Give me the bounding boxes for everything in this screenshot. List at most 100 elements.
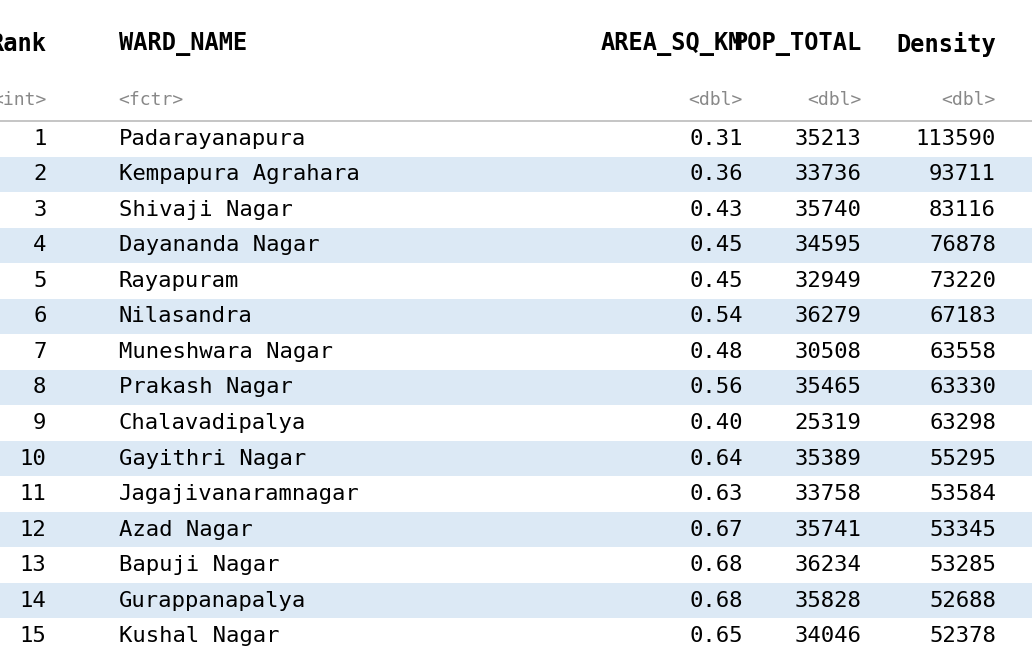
- Bar: [0, 192, 1032, 228]
- Bar: [0, 512, 1032, 547]
- Text: 35213: 35213: [795, 129, 862, 148]
- Bar: [0, 619, 1032, 654]
- Bar: [0, 263, 1032, 299]
- Text: <dbl>: <dbl>: [941, 91, 996, 109]
- Bar: [0, 156, 1032, 192]
- Text: 76878: 76878: [929, 235, 996, 255]
- Text: 53584: 53584: [929, 484, 996, 504]
- Text: 10: 10: [20, 449, 46, 468]
- Text: 2: 2: [33, 164, 46, 184]
- Text: 73220: 73220: [929, 271, 996, 291]
- Text: Azad Nagar: Azad Nagar: [119, 520, 253, 540]
- Text: 36234: 36234: [795, 555, 862, 575]
- Text: 34046: 34046: [795, 627, 862, 646]
- Text: 0.65: 0.65: [689, 627, 743, 646]
- Text: 55295: 55295: [929, 449, 996, 468]
- Text: Density: Density: [896, 32, 996, 57]
- Text: 14: 14: [20, 591, 46, 611]
- Bar: [0, 476, 1032, 512]
- Text: Rank: Rank: [0, 33, 46, 56]
- Text: Kushal Nagar: Kushal Nagar: [119, 627, 280, 646]
- Text: POP_TOTAL: POP_TOTAL: [734, 33, 862, 56]
- Text: Gayithri Nagar: Gayithri Nagar: [119, 449, 305, 468]
- Text: 36279: 36279: [795, 307, 862, 326]
- Text: 8: 8: [33, 377, 46, 398]
- Text: Bapuji Nagar: Bapuji Nagar: [119, 555, 280, 575]
- Text: 0.68: 0.68: [689, 591, 743, 611]
- Bar: [0, 299, 1032, 334]
- Text: 35741: 35741: [795, 520, 862, 540]
- Text: 9: 9: [33, 413, 46, 433]
- Text: 15: 15: [20, 627, 46, 646]
- Text: 1: 1: [33, 129, 46, 148]
- Text: Gurappanapalya: Gurappanapalya: [119, 591, 305, 611]
- Text: 32949: 32949: [795, 271, 862, 291]
- Text: 0.63: 0.63: [689, 484, 743, 504]
- Bar: [0, 441, 1032, 476]
- Bar: [0, 405, 1032, 441]
- Text: <dbl>: <dbl>: [688, 91, 743, 109]
- Text: Jagajivanaramnagar: Jagajivanaramnagar: [119, 484, 359, 504]
- Text: Padarayanapura: Padarayanapura: [119, 129, 305, 148]
- Text: 63298: 63298: [929, 413, 996, 433]
- Text: 0.43: 0.43: [689, 200, 743, 220]
- Text: 3: 3: [33, 200, 46, 220]
- Text: 0.45: 0.45: [689, 271, 743, 291]
- Text: 53285: 53285: [929, 555, 996, 575]
- Text: 7: 7: [33, 342, 46, 362]
- Text: 53345: 53345: [929, 520, 996, 540]
- Text: 35828: 35828: [795, 591, 862, 611]
- Text: Muneshwara Nagar: Muneshwara Nagar: [119, 342, 332, 362]
- Text: 4: 4: [33, 235, 46, 255]
- Text: 35465: 35465: [795, 377, 862, 398]
- Text: 33736: 33736: [795, 164, 862, 184]
- Bar: [0, 121, 1032, 156]
- Text: 83116: 83116: [929, 200, 996, 220]
- Text: WARD_NAME: WARD_NAME: [119, 33, 247, 56]
- Text: Chalavadipalya: Chalavadipalya: [119, 413, 305, 433]
- Text: 12: 12: [20, 520, 46, 540]
- Text: 0.40: 0.40: [689, 413, 743, 433]
- Text: 0.56: 0.56: [689, 377, 743, 398]
- Text: 35740: 35740: [795, 200, 862, 220]
- Text: 0.54: 0.54: [689, 307, 743, 326]
- Bar: [0, 228, 1032, 263]
- Text: 6: 6: [33, 307, 46, 326]
- Text: Rayapuram: Rayapuram: [119, 271, 239, 291]
- Text: Nilasandra: Nilasandra: [119, 307, 253, 326]
- Bar: [0, 583, 1032, 619]
- Text: <dbl>: <dbl>: [807, 91, 862, 109]
- Text: 0.45: 0.45: [689, 235, 743, 255]
- Text: 25319: 25319: [795, 413, 862, 433]
- Text: 93711: 93711: [929, 164, 996, 184]
- Text: 63330: 63330: [929, 377, 996, 398]
- Text: <int>: <int>: [0, 91, 46, 109]
- Text: 5: 5: [33, 271, 46, 291]
- Text: 63558: 63558: [929, 342, 996, 362]
- Text: 0.48: 0.48: [689, 342, 743, 362]
- Text: Shivaji Nagar: Shivaji Nagar: [119, 200, 292, 220]
- Text: 113590: 113590: [915, 129, 996, 148]
- Text: 33758: 33758: [795, 484, 862, 504]
- Text: Prakash Nagar: Prakash Nagar: [119, 377, 292, 398]
- Text: 30508: 30508: [795, 342, 862, 362]
- Bar: [0, 370, 1032, 405]
- Text: 52688: 52688: [929, 591, 996, 611]
- Text: 67183: 67183: [929, 307, 996, 326]
- Text: Dayananda Nagar: Dayananda Nagar: [119, 235, 319, 255]
- Text: 0.31: 0.31: [689, 129, 743, 148]
- Text: <fctr>: <fctr>: [119, 91, 184, 109]
- Text: 35389: 35389: [795, 449, 862, 468]
- Bar: [0, 334, 1032, 370]
- Text: 52378: 52378: [929, 627, 996, 646]
- Text: 0.67: 0.67: [689, 520, 743, 540]
- Bar: [0, 547, 1032, 583]
- Text: 34595: 34595: [795, 235, 862, 255]
- Text: 0.64: 0.64: [689, 449, 743, 468]
- Text: 0.68: 0.68: [689, 555, 743, 575]
- Text: 11: 11: [20, 484, 46, 504]
- Text: AREA_SQ_KM: AREA_SQ_KM: [601, 33, 743, 56]
- Text: 13: 13: [20, 555, 46, 575]
- Text: Kempapura Agrahara: Kempapura Agrahara: [119, 164, 359, 184]
- Text: 0.36: 0.36: [689, 164, 743, 184]
